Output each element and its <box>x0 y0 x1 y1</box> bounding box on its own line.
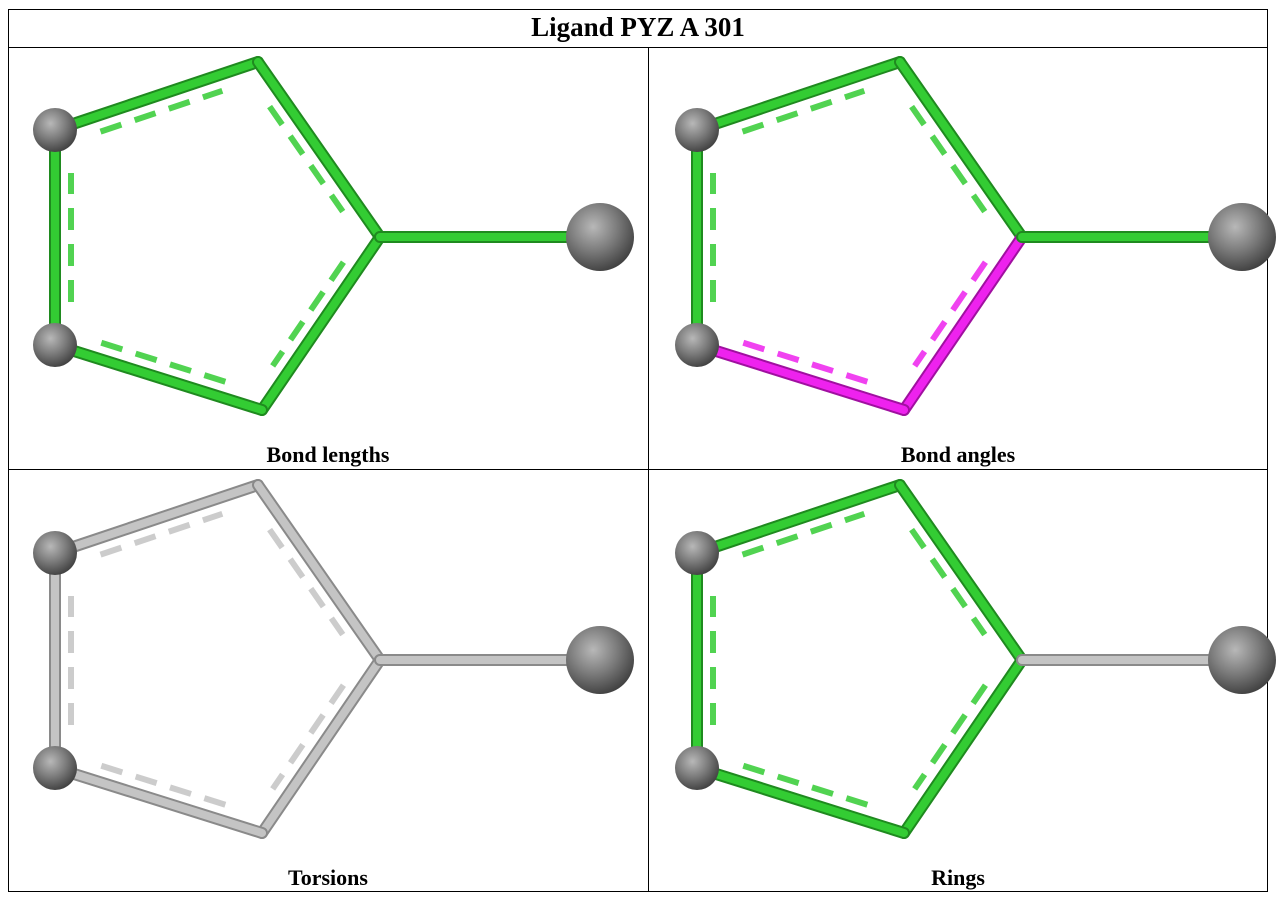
atom <box>1208 626 1276 694</box>
bond <box>697 768 904 833</box>
bond <box>55 485 258 553</box>
molecule <box>33 485 634 833</box>
bond <box>904 660 1022 833</box>
molecule <box>675 485 1276 833</box>
figure: Ligand PYZ A 301 Bond lengths Bond angle… <box>0 0 1276 892</box>
atom <box>566 203 634 271</box>
panel-caption: Rings <box>931 865 985 890</box>
bond <box>900 62 1022 237</box>
atom <box>33 323 77 367</box>
atom <box>675 108 719 152</box>
panel-caption: Bond lengths <box>267 442 390 467</box>
atom <box>33 531 77 575</box>
atom <box>675 746 719 790</box>
bond <box>262 237 380 410</box>
atom <box>33 108 77 152</box>
atom <box>1208 203 1276 271</box>
molecule <box>33 62 634 410</box>
bond <box>258 62 380 237</box>
bond <box>55 345 262 410</box>
panel-caption: Torsions <box>288 865 368 890</box>
atom <box>675 531 719 575</box>
atom <box>675 323 719 367</box>
atom <box>33 746 77 790</box>
bond <box>697 485 900 553</box>
table-border <box>9 10 1268 892</box>
bond <box>258 485 380 660</box>
bond <box>900 485 1022 660</box>
bond <box>697 345 904 410</box>
panel-caption: Bond angles <box>901 442 1016 467</box>
atom <box>566 626 634 694</box>
bond <box>904 237 1022 410</box>
bond <box>55 768 262 833</box>
bond <box>55 62 258 130</box>
bond <box>697 62 900 130</box>
bond <box>262 660 380 833</box>
molecule <box>675 62 1276 410</box>
table-title: Ligand PYZ A 301 <box>531 12 745 42</box>
